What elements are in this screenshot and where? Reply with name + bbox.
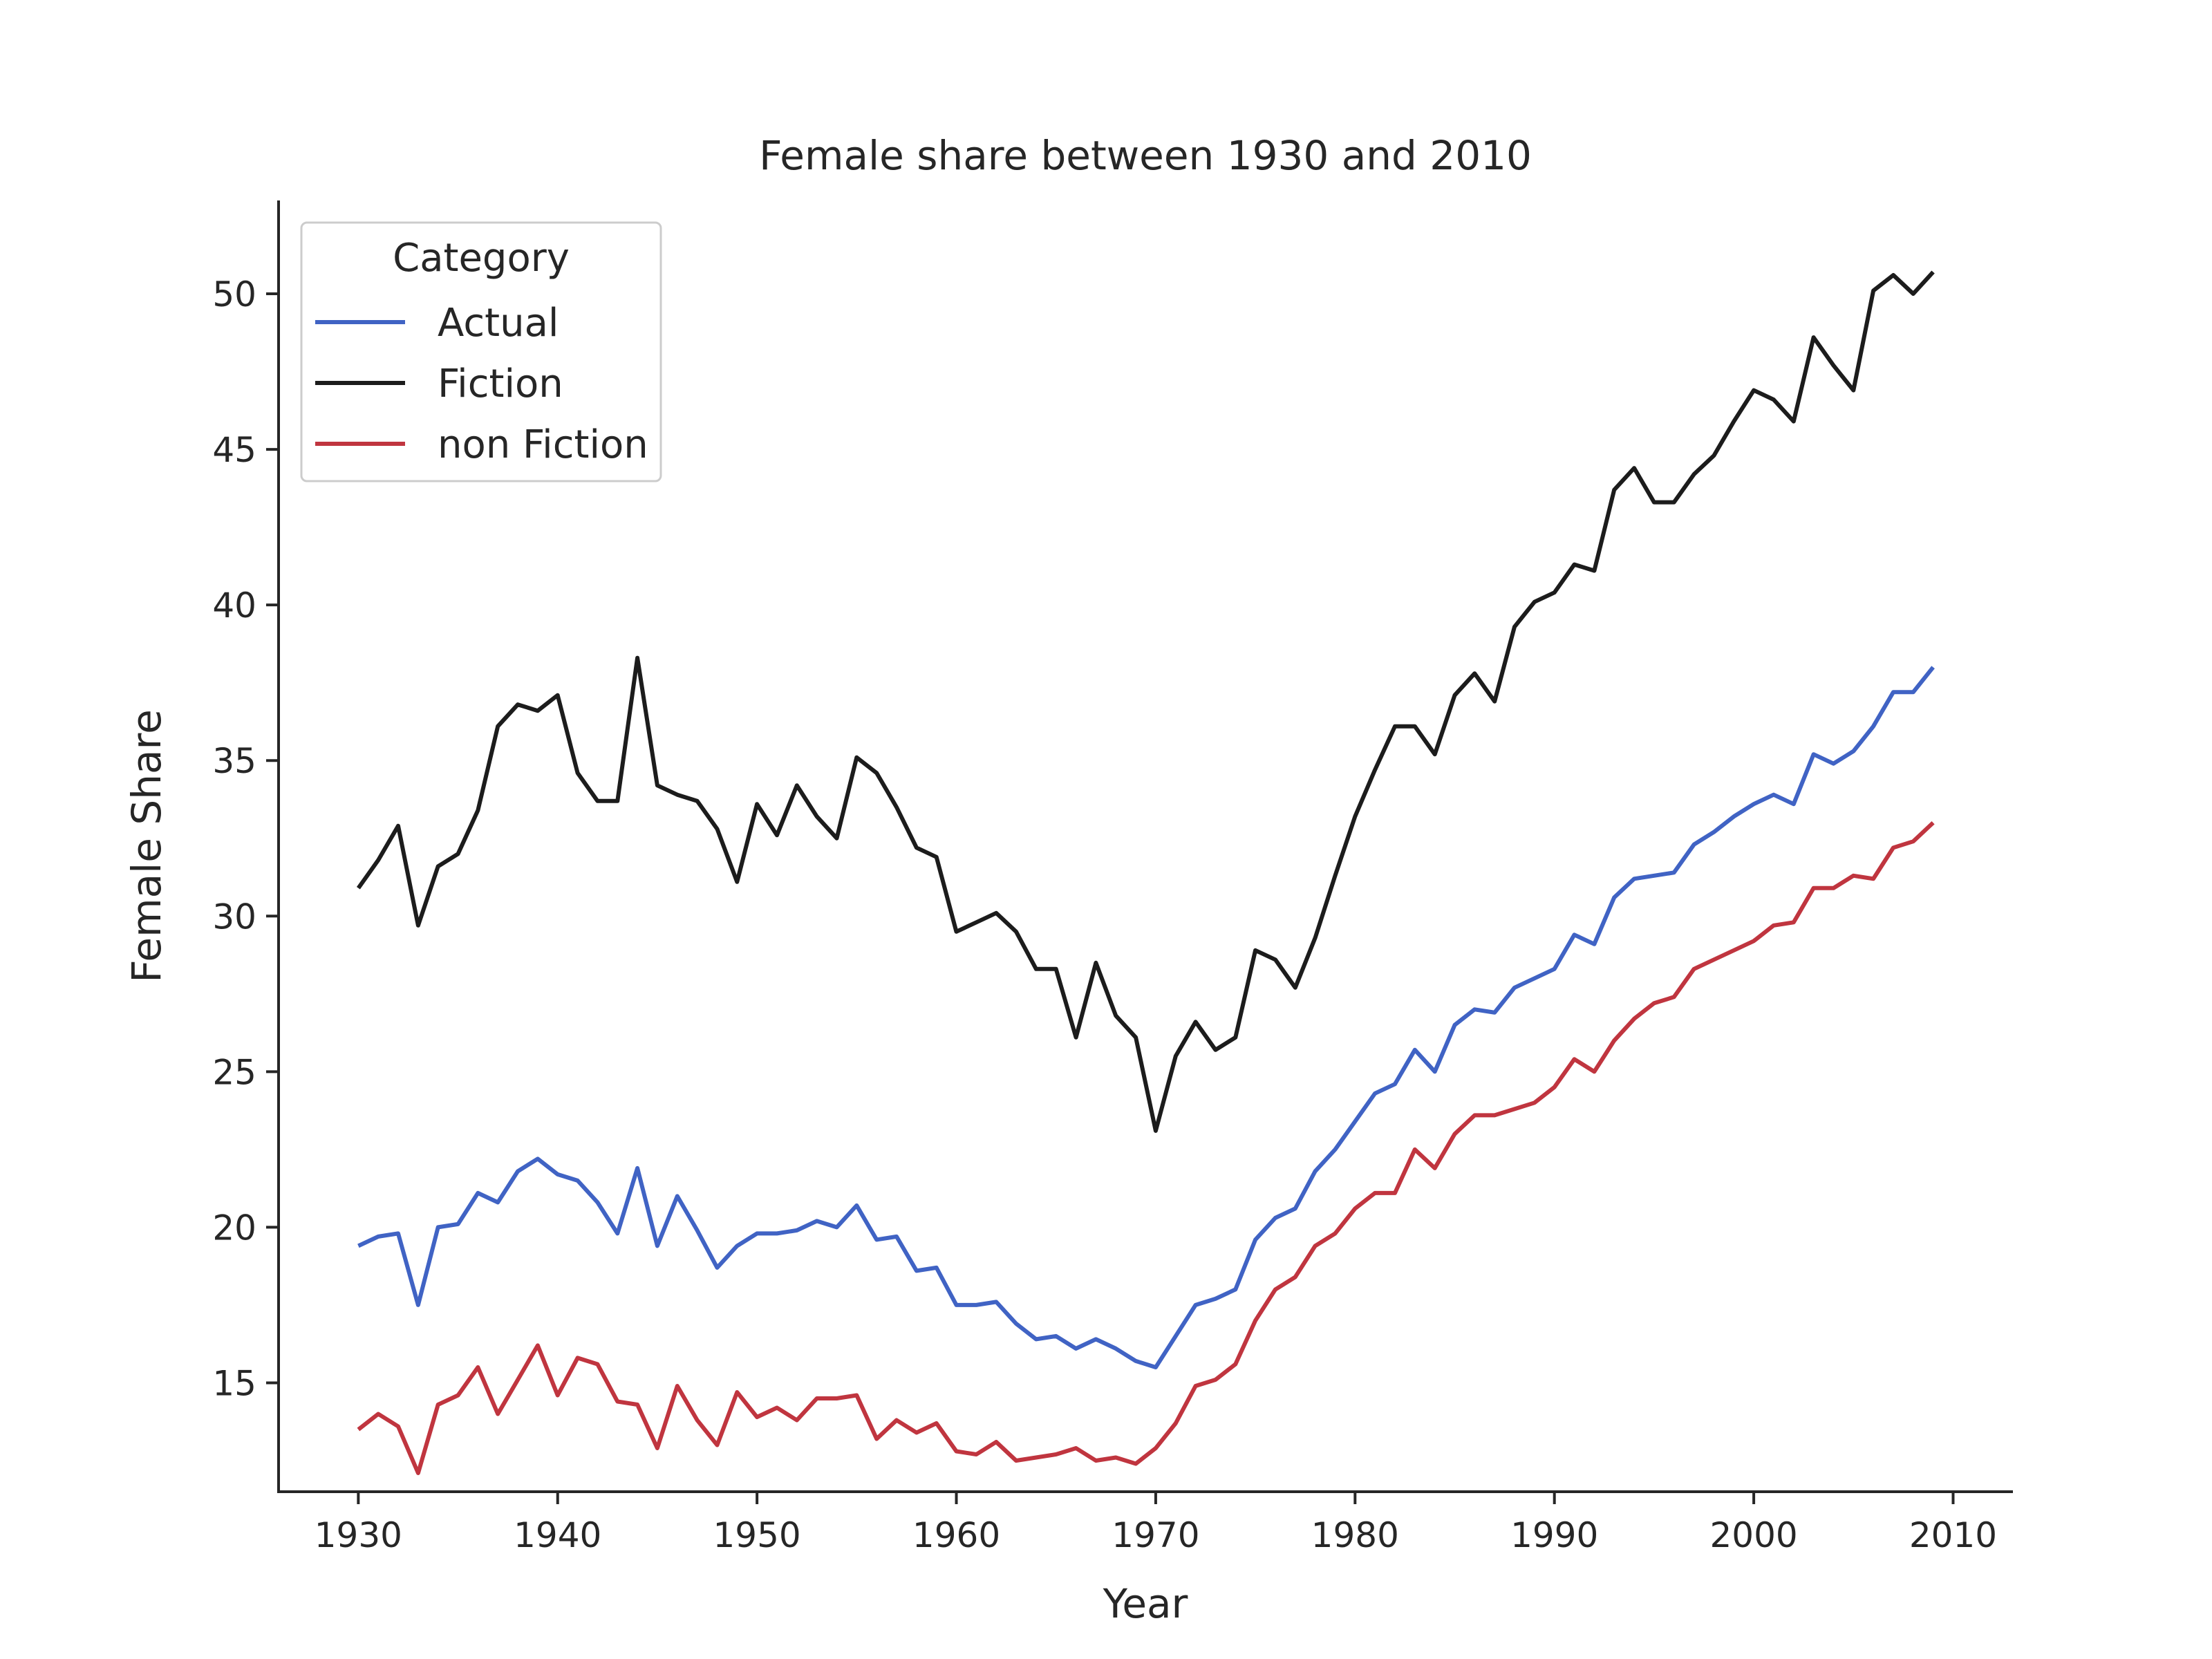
legend-title: Category [393, 236, 570, 281]
x-tick-label: 1990 [1510, 1515, 1598, 1555]
plot-lines [356, 270, 1935, 1475]
chart-title: Female share between 1930 and 2010 [759, 132, 1532, 179]
y-tick-label: 35 [212, 741, 256, 781]
legend-box [300, 221, 662, 482]
y-ticks: 15 20 25 30 35 40 45 50 [212, 274, 279, 1403]
legend-items: Actual Fiction non Fiction [315, 301, 648, 467]
x-tick-label: 2000 [1709, 1515, 1797, 1555]
x-tick-label: 2010 [1909, 1515, 1997, 1555]
x-tick-label: 1960 [912, 1515, 1000, 1555]
legend: Category Actual Fiction non Fiction [300, 221, 662, 482]
series-line-fiction [356, 270, 1935, 1133]
y-tick-label: 30 [212, 897, 256, 937]
x-axis-label: Year [1103, 1580, 1188, 1627]
x-tick-label: 1930 [315, 1515, 402, 1555]
x-tick-label: 1950 [713, 1515, 801, 1555]
series-line-actual [357, 666, 1935, 1369]
x-ticks: 1930 1940 1950 1960 1970 1980 1990 2000 2010 [315, 1492, 1997, 1555]
legend-label-actual: Actual [438, 301, 559, 346]
x-tick-label: 1980 [1311, 1515, 1399, 1555]
y-tick-label: 45 [212, 430, 256, 470]
x-tick-label: 1970 [1112, 1515, 1199, 1555]
y-tick-label: 20 [212, 1208, 256, 1248]
y-tick-label: 50 [212, 274, 256, 315]
y-axis-label: Female Share [123, 709, 170, 983]
legend-label-fiction: Fiction [438, 362, 563, 406]
y-tick-label: 15 [212, 1363, 256, 1403]
y-tick-label: 25 [212, 1052, 256, 1092]
series-line-non-fiction [357, 821, 1935, 1475]
y-tick-label: 40 [212, 585, 256, 626]
legend-label-non-fiction: non Fiction [438, 422, 648, 467]
x-tick-label: 1940 [514, 1515, 601, 1555]
